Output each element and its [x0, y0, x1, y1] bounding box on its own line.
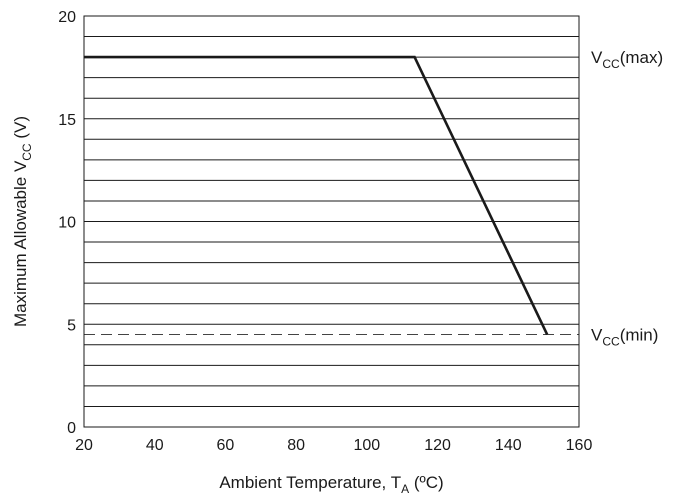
y-tick-label: 15: [58, 112, 76, 129]
x-tick-label: 140: [495, 437, 522, 454]
x-tick-labels: 20 40 60 80 100 120 140 160: [75, 437, 592, 454]
y-axis-label-suffix: (V): [11, 116, 30, 143]
x-axis-label-sub: A: [401, 482, 409, 496]
reference-lines: [84, 331, 579, 338]
y-axis-label-sub: CC: [20, 143, 34, 161]
y-tick-label: 10: [58, 215, 76, 232]
annotation-label: VCC(min): [591, 326, 658, 349]
y-axis-label: Maximum Allowable VCC (V): [11, 116, 34, 327]
y-tick-labels: 0 5 10 15 20: [58, 9, 76, 437]
x-tick-label: 20: [75, 437, 93, 454]
x-tick-label: 60: [217, 437, 235, 454]
y-tick-label: 5: [67, 317, 76, 334]
annotations: VCC(max) VCC(min): [591, 48, 663, 348]
y-tick-label: 20: [58, 9, 76, 26]
x-tick-label: 120: [424, 437, 451, 454]
x-tick-label: 40: [146, 437, 164, 454]
series: [84, 55, 549, 336]
x-tick-label: 160: [566, 437, 593, 454]
y-tick-label: 0: [67, 420, 76, 437]
x-tick-label: 80: [287, 437, 305, 454]
x-axis-label-suffix: (ºC): [409, 473, 444, 492]
y-axis-label-main: Maximum Allowable V: [11, 160, 30, 327]
x-tick-label: 100: [354, 437, 381, 454]
x-axis-label: Ambient Temperature, TA (ºC): [219, 473, 443, 496]
grid-lines: [84, 36, 579, 407]
series-line-max-vcc: [84, 55, 549, 336]
plot-frame: [83, 15, 580, 428]
x-axis-label-main: Ambient Temperature, T: [219, 473, 401, 492]
annotation-label: VCC(max): [591, 48, 663, 71]
